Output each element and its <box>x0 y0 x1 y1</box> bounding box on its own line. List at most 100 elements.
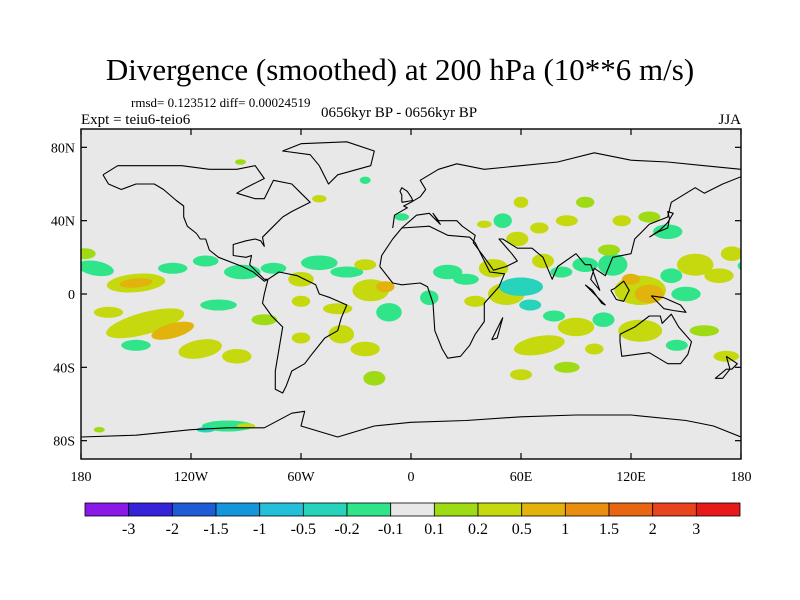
divergence-anomaly-positive <box>621 273 641 285</box>
divergence-anomaly-positive <box>251 314 278 326</box>
y-tick-label: 80S <box>53 435 75 450</box>
coastline-south-america <box>261 271 348 394</box>
divergence-anomaly-positive <box>291 295 311 307</box>
coastline-africa <box>379 225 506 359</box>
divergence-anomaly-positive <box>612 215 631 227</box>
divergence-anomaly-negative <box>121 339 151 351</box>
divergence-anomaly-positive <box>178 339 222 359</box>
divergence-anomaly-positive <box>506 231 529 247</box>
experiment-label: Expt = teiu6-teio6 <box>81 112 191 128</box>
colorbar-label: 2 <box>649 521 657 538</box>
divergence-anomaly-positive <box>676 253 714 276</box>
divergence-anomaly-positive <box>363 371 386 386</box>
divergence-anomaly-negative <box>420 290 439 306</box>
divergence-anomaly-positive <box>477 220 492 228</box>
colorbar-label: 0.2 <box>468 521 488 538</box>
divergence-anomaly-positive <box>119 278 153 288</box>
divergence-anomaly-positive <box>354 259 377 271</box>
divergence-anomaly-positive <box>235 159 246 165</box>
colorbar-swatch <box>390 502 435 517</box>
y-tick-label: 40S <box>53 361 75 376</box>
divergence-anomaly-positive <box>81 248 96 260</box>
colorbar-label: -1 <box>253 521 266 538</box>
divergence-anomaly-positive <box>291 332 311 344</box>
x-tick-label: 180 <box>731 470 752 485</box>
divergence-anomaly-negative <box>665 339 688 351</box>
colorbar-label: -2 <box>166 521 179 538</box>
colorbar-swatch <box>171 502 217 517</box>
x-tick-label: 180 <box>71 470 92 485</box>
divergence-anomaly-positive <box>585 343 604 355</box>
divergence-anomaly-negative <box>260 262 287 274</box>
divergence-anomaly-positive <box>328 325 355 344</box>
coastline-new-zealand <box>714 355 738 379</box>
colorbar-swatch <box>215 502 261 517</box>
coastline-eurasia <box>392 152 741 229</box>
divergence-anomaly-negative <box>301 255 338 271</box>
divergence-anomaly-positive <box>557 317 595 337</box>
stats-line: rmsd= 0.123512 diff= 0.00024519 <box>131 95 311 110</box>
divergence-anomaly-negative <box>200 299 237 311</box>
divergence-anomaly-negative <box>592 312 615 328</box>
divergence-anomaly-positive <box>554 361 580 373</box>
colorbar-swatch <box>302 502 348 517</box>
colorbar-label: 0.1 <box>424 521 444 538</box>
divergence-anomaly-negative <box>660 268 683 284</box>
plot-title: Divergence (smoothed) at 200 hPa (10**6 … <box>105 52 695 87</box>
divergence-anomaly-negative <box>81 260 114 277</box>
colorbar-swatch <box>608 502 654 517</box>
divergence-anomaly-positive <box>93 426 105 433</box>
divergence-anomaly-negative <box>359 176 371 184</box>
divergence-anomaly-positive <box>532 253 554 269</box>
divergence-anomaly-positive <box>530 222 549 234</box>
divergence-anomaly-positive <box>555 215 578 227</box>
divergence-anomaly-positive <box>634 284 664 304</box>
colorbar-swatch <box>521 502 566 517</box>
coastline-australia <box>619 313 693 365</box>
y-tick-label: 40N <box>51 215 75 230</box>
colorbar-label: -0.5 <box>291 521 316 538</box>
divergence-anomaly-negative <box>376 303 402 322</box>
divergence-anomaly-negative <box>519 299 542 311</box>
coastline-uk <box>399 187 414 203</box>
divergence-anomaly-negative <box>224 264 261 280</box>
divergence-anomaly-positive <box>576 196 595 208</box>
divergence-anomaly-negative <box>550 266 573 278</box>
divergence-anomaly-positive <box>720 246 741 261</box>
coastline-madagascar <box>491 317 504 341</box>
divergence-anomaly-positive <box>689 325 719 337</box>
divergence-anomaly-positive <box>513 335 565 356</box>
coastline-greenland <box>282 141 375 185</box>
divergence-anomaly-positive <box>106 308 185 339</box>
x-tick-label: 120W <box>174 470 209 485</box>
coastline-borneo <box>610 280 630 302</box>
coastline-new-guinea <box>650 295 687 313</box>
divergence-anomaly-negative <box>543 310 565 322</box>
divergence-anomaly-positive <box>323 303 353 315</box>
colorbar: -3 -2 -1.5 -1 -0.5 -0.2 -0.1 0.1 0.2 0.5 1 1.5 2 3 <box>84 502 741 538</box>
coastline-north-america <box>102 165 311 282</box>
divergence-anomaly-positive <box>151 321 195 340</box>
divergence-anomaly-positive <box>376 281 395 293</box>
colorbar-swatch <box>128 502 173 517</box>
divergence-anomaly-positive <box>81 249 83 258</box>
colorbar-label: -1.5 <box>203 521 228 538</box>
divergence-anomaly-positive <box>513 196 529 208</box>
divergence-anomaly-positive <box>704 268 734 284</box>
divergence-anomaly-positive <box>510 369 532 381</box>
colorbar-swatch <box>477 502 523 517</box>
divergence-anomaly-positive <box>464 295 487 307</box>
divergence-anomaly-negative <box>394 213 410 221</box>
coastline-japan <box>648 210 674 238</box>
colorbar-label: 3 <box>692 521 700 538</box>
divergence-anomaly-negative <box>598 253 628 276</box>
colorbar-swatch <box>84 502 130 517</box>
colorbar-swatch <box>346 502 392 517</box>
colorbar-swatch <box>564 502 610 517</box>
divergence-anomaly-positive <box>638 211 661 223</box>
divergence-anomaly-positive <box>618 319 663 342</box>
colorbar-label: -0.2 <box>334 521 359 538</box>
divergence-anomaly-positive <box>93 306 124 318</box>
colorbar-label: -3 <box>122 521 135 538</box>
